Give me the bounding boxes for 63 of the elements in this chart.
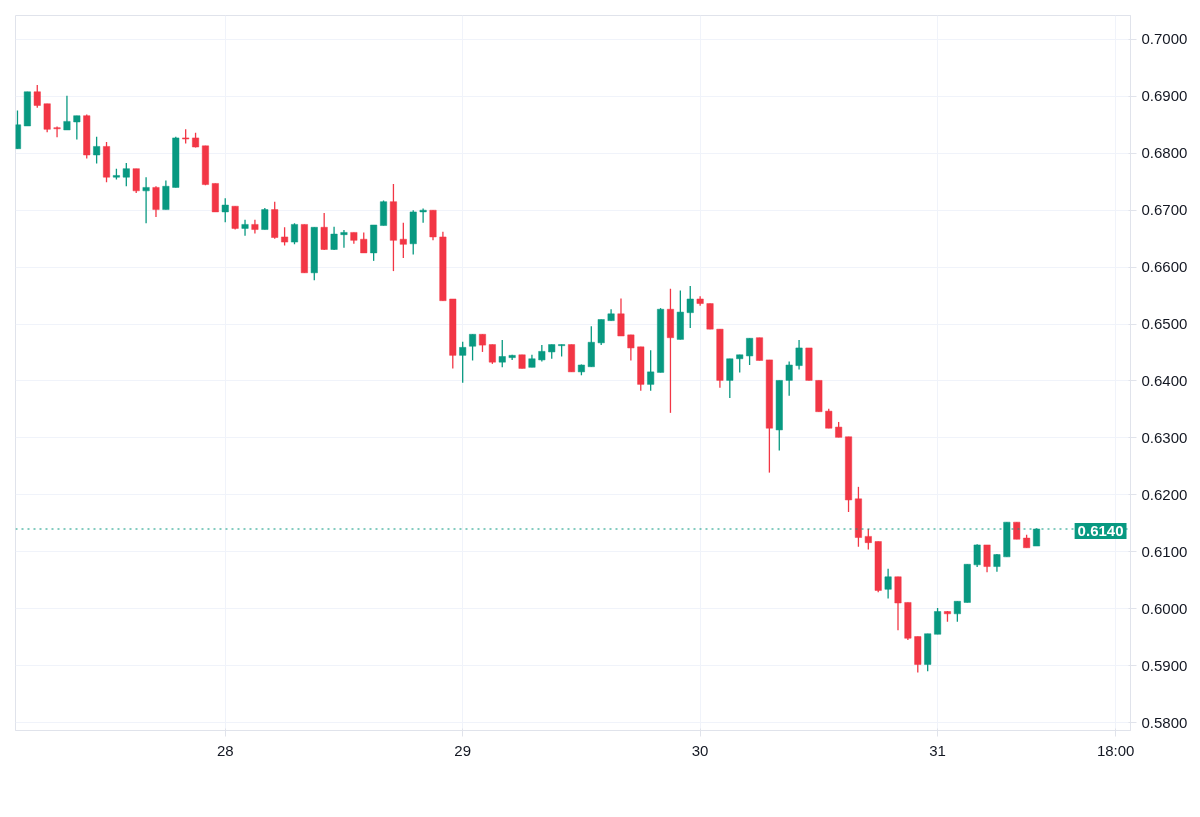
y-tick-label: 0.5900 [1141, 656, 1188, 674]
candlestick [488, 343, 496, 365]
candlestick [261, 207, 269, 231]
candlestick [864, 528, 872, 551]
candlestick [162, 179, 170, 211]
candlestick [785, 360, 793, 397]
y-tick-label: 0.6500 [1141, 315, 1188, 333]
y-tick-label: 0.6000 [1141, 599, 1188, 617]
candlestick [627, 334, 635, 362]
candlestick [53, 125, 61, 138]
candlestick [132, 167, 140, 194]
candlestick [93, 136, 101, 165]
candlestick [746, 337, 754, 366]
x-tick-label: 29 [454, 741, 472, 759]
candlestick [281, 226, 289, 247]
candlestick [795, 339, 803, 371]
candlestick [825, 408, 833, 429]
candlestick [419, 207, 427, 224]
y-tick-label: 0.6400 [1141, 371, 1188, 389]
y-tick-label: 0.5800 [1141, 713, 1188, 731]
x-tick-label: 30 [691, 741, 709, 759]
candlestick [756, 337, 763, 362]
x-tick-label: 31 [929, 741, 946, 759]
candlestick [686, 285, 694, 329]
candlestick [291, 222, 298, 245]
candlestick [884, 568, 892, 600]
candlestick [15, 109, 21, 150]
x-tick-label: 18:00 [1096, 741, 1135, 759]
candlestick [221, 197, 229, 223]
candlestick [726, 358, 734, 399]
y-tick-label: 0.6100 [1141, 542, 1188, 560]
candlestick [320, 212, 328, 251]
candlestick [498, 339, 506, 368]
y-tick-label: 0.7000 [1141, 30, 1188, 48]
y-tick-label: 0.6200 [1141, 485, 1188, 503]
y-tick-label: 0.6300 [1141, 428, 1188, 446]
candlestick [953, 600, 961, 623]
candlestick [241, 219, 249, 237]
candlestick [973, 543, 981, 568]
candlestick [231, 205, 239, 231]
candlestick [597, 318, 605, 346]
y-tick-label: 0.6600 [1141, 258, 1188, 276]
candlestick [340, 229, 348, 249]
candlestick [33, 84, 41, 109]
ref-line-label: 0.6140 [1077, 521, 1124, 539]
y-tick-label: 0.6800 [1141, 144, 1188, 162]
candlestick [122, 162, 130, 187]
candlestick [647, 349, 655, 392]
y-tick-label: 0.6700 [1141, 201, 1188, 219]
candlestick [459, 341, 467, 384]
candlestick [152, 185, 160, 218]
candlestick [73, 115, 81, 141]
candlestick [142, 176, 150, 224]
candlestick [617, 297, 625, 337]
candlestick [380, 199, 387, 227]
candlestick [934, 607, 942, 635]
candlestick [360, 231, 368, 254]
candlestick [469, 333, 477, 362]
candlestick [63, 95, 71, 131]
y-tick-label: 0.6900 [1141, 87, 1188, 105]
candlestick [399, 222, 407, 259]
candlestick [983, 544, 991, 573]
x-tick-label: 28 [216, 741, 234, 759]
